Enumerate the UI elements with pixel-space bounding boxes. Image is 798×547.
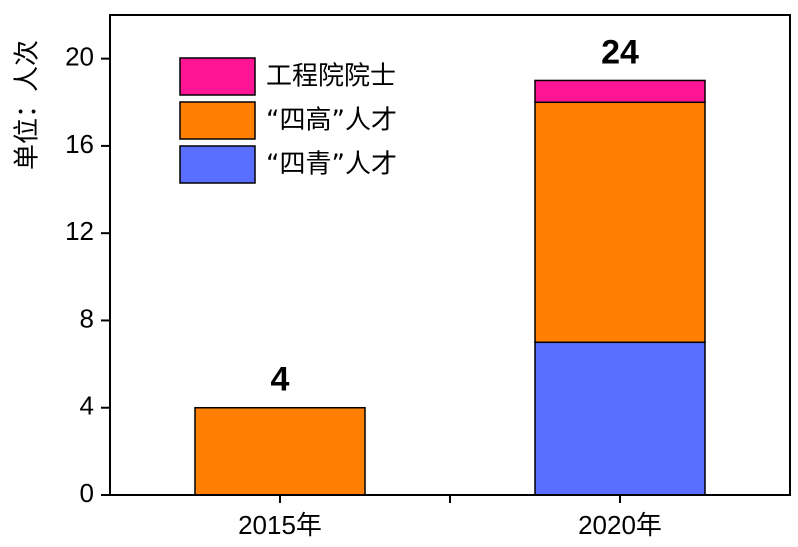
legend-swatch [179, 57, 256, 96]
x-tick-label: 2020年 [578, 510, 662, 540]
legend-label: “四青”人才 [266, 150, 397, 180]
bar-segment [534, 101, 706, 344]
y-tick-label: 0 [80, 478, 94, 508]
bar-segment [194, 406, 366, 496]
total-label: 4 [271, 361, 290, 399]
bar-segment [534, 341, 706, 496]
total-label: 24 [601, 33, 639, 71]
bar-segment [534, 79, 706, 104]
y-tick-label: 4 [80, 391, 94, 421]
legend-swatch [179, 145, 256, 184]
legend-label: 工程院院士 [266, 62, 396, 92]
y-axis-label: 单位：人次 [13, 40, 43, 170]
y-tick-label: 8 [80, 303, 94, 333]
legend-swatch [179, 101, 256, 140]
y-tick-label: 16 [65, 129, 94, 159]
legend-label: “四高”人才 [266, 106, 397, 136]
y-tick-label: 12 [65, 216, 94, 246]
plot-frame [109, 14, 791, 496]
x-tick-label: 2015年 [238, 510, 322, 540]
y-tick-label: 20 [65, 42, 94, 72]
